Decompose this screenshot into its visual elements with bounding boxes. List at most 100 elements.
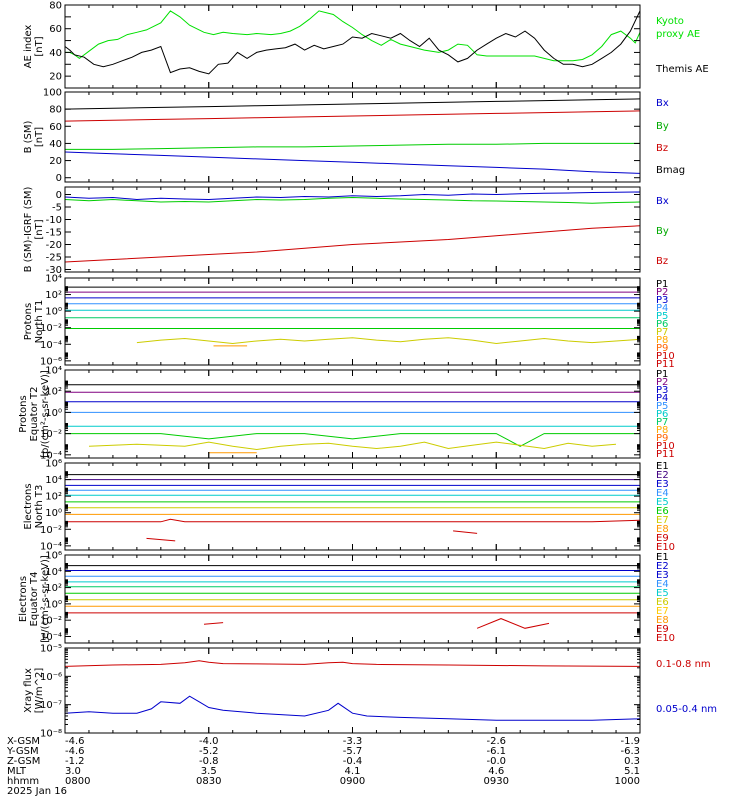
panel-bsm: 0 20 40 60 80 100 B (SM) [nT] Bx By Bz Bmag: [23, 88, 685, 185]
panel-ae: 20 40 60 80 AE index [nT] Kyoto proxy AE Themis …: [23, 1, 709, 89]
y-tick-label: 20: [49, 156, 62, 167]
panel-frame: [64, 554, 641, 644]
legend-entry: P5: [656, 401, 668, 412]
legend-entry: Bz: [656, 256, 668, 267]
series-line-ee-10: [476, 618, 550, 629]
series-line-en-10: [453, 530, 478, 534]
y-tick-label: 10²: [45, 492, 62, 503]
series-line-ee-9: [203, 622, 224, 625]
y-tick-label: -10: [46, 215, 62, 226]
y-tick-label: 40: [49, 139, 62, 150]
y-tick-label: -30: [46, 265, 62, 276]
y-tick-label: 100: [43, 88, 62, 99]
legend-entry: E1: [656, 552, 669, 563]
series-line-ae-0: [65, 10, 641, 62]
legend-entry: P3: [656, 295, 668, 306]
legend-entry: By: [656, 121, 669, 132]
legend-entry: Themis AE: [655, 64, 709, 75]
panel-xray: 10⁻⁸ 10⁻⁷ 10⁻⁶ 10⁻⁵ Xray flux [W/m^2] 0.1-0.8 …: [23, 644, 717, 740]
legend-entry: 0.1-0.8 nm: [656, 659, 711, 670]
x-axis-row-label: X-GSM: [7, 736, 40, 747]
series-line-bsm-3: [64, 98, 641, 110]
y-tick-label: 10⁶: [45, 551, 62, 562]
y-tick-label: 10⁻⁴: [40, 340, 62, 351]
x-axis-row-label: MLT: [7, 766, 27, 777]
x-axis-tick-label: 0830: [196, 776, 221, 787]
legend-entry: Bmag: [656, 165, 685, 176]
legend-entry: P6: [656, 409, 668, 420]
y-tick-label: 60: [49, 122, 62, 133]
panel-frame: [64, 462, 641, 551]
x-axis-tick-label: 4.1: [345, 766, 361, 777]
legend-entry: Kyoto: [656, 16, 684, 27]
y-tick-label: -15: [46, 228, 62, 239]
y-tick-label: 10⁶: [45, 459, 62, 470]
y-tick-label: 10⁴: [45, 567, 62, 578]
panel-pe: 10⁻⁴ 10⁻² 10⁰ 10² 10⁴ Protons Equator T2 [p/(cm…: [18, 366, 675, 462]
legend-entry: E7: [656, 515, 669, 526]
y-tick-label: 10⁴: [45, 274, 62, 285]
panel-frame: [64, 186, 641, 273]
y-tick-label: 10⁰: [45, 508, 62, 519]
y-tick-label: 10⁻⁶: [40, 356, 62, 367]
y-tick-label: 10²: [45, 583, 62, 594]
y-tick-label: 10⁻²: [40, 525, 62, 536]
y-tick-label: 20: [49, 72, 62, 83]
y-tick-label: 10⁻⁷: [40, 700, 62, 711]
y-axis-label: Protons: [23, 303, 34, 340]
legend-entry: E2: [656, 470, 669, 481]
legend-entry: E3: [656, 570, 669, 581]
y-axis-label: [nT]: [34, 127, 45, 147]
x-axis-tick-label: 3.0: [65, 766, 81, 777]
x-axis-row-label: hhmm: [7, 776, 39, 787]
y-tick-label: 10⁻²: [40, 323, 62, 334]
legend-entry: 0.05-0.4 nm: [656, 704, 717, 715]
legend-entry: E8: [656, 524, 669, 535]
y-axis-label: [e/(cm²-s-sr-keV)]: [40, 555, 51, 643]
legend-entry: P3: [656, 385, 668, 396]
legend-entry: E2: [656, 561, 669, 572]
x-axis-tick-label: -1.2: [65, 756, 85, 767]
series-line-pe-6: [88, 441, 617, 451]
series-line-bsm-1: [65, 142, 640, 150]
y-axis-label: Electrons: [18, 576, 29, 622]
y-axis-label: [p/(cm²-s-sr-keV)]: [40, 370, 51, 458]
y-axis-label: B (SM): [23, 120, 34, 153]
legend-entry: E3: [656, 479, 669, 490]
legend-entry: proxy AE: [656, 29, 700, 40]
y-tick-label: 10⁻²: [40, 616, 62, 627]
y-tick-label: 10⁰: [45, 408, 62, 419]
y-tick-label: 10⁻⁶: [40, 672, 62, 683]
y-tick-label: 10⁻⁴: [40, 450, 62, 461]
x-axis-tick-label: -4.6: [65, 746, 85, 757]
x-axis-tick-label: -0.8: [199, 756, 219, 767]
x-axis-tick-label: -4.6: [65, 736, 85, 747]
legend-entry: Bx: [656, 196, 669, 207]
panel-pn: 10⁻⁶ 10⁻⁴ 10⁻² 10⁰ 10² 10⁴ Protons North T1 P1P2…: [23, 274, 675, 371]
series-line-pn-7: [136, 337, 641, 345]
series-line-bigrf-1: [64, 196, 641, 204]
y-tick-label: 10⁻⁸: [40, 729, 62, 740]
x-axis-tick-label: 0900: [340, 776, 365, 787]
y-tick-label: 10⁻²: [40, 429, 62, 440]
y-tick-label: 60: [49, 24, 62, 35]
series-line-bigrf-2: [64, 225, 641, 263]
legend-entry: E4: [656, 579, 669, 590]
legend-entry: E7: [656, 606, 669, 617]
y-axis-label: B (SM)-IGRF (SM): [23, 187, 34, 273]
y-tick-label: -5: [52, 203, 62, 214]
y-tick-label: 0: [56, 190, 62, 201]
series-line-en-9: [146, 537, 176, 542]
legend-entry: E9: [656, 624, 669, 635]
legend-entry: P11: [656, 449, 675, 460]
legend-entry: E6: [656, 597, 669, 608]
y-axis-label: North T3: [34, 485, 45, 529]
legend-entry: E1: [656, 461, 669, 472]
legend-entry: E5: [656, 497, 669, 508]
x-axis-tick-label: -0.4: [343, 756, 363, 767]
panel-bigrf: -30-25 -20-15 -10-5 0 B (SM)-IGRF (SM) [nT] Bx…: [23, 186, 669, 276]
x-axis-tick-label: 0800: [65, 776, 90, 787]
series-line-xray-0: [64, 660, 641, 667]
